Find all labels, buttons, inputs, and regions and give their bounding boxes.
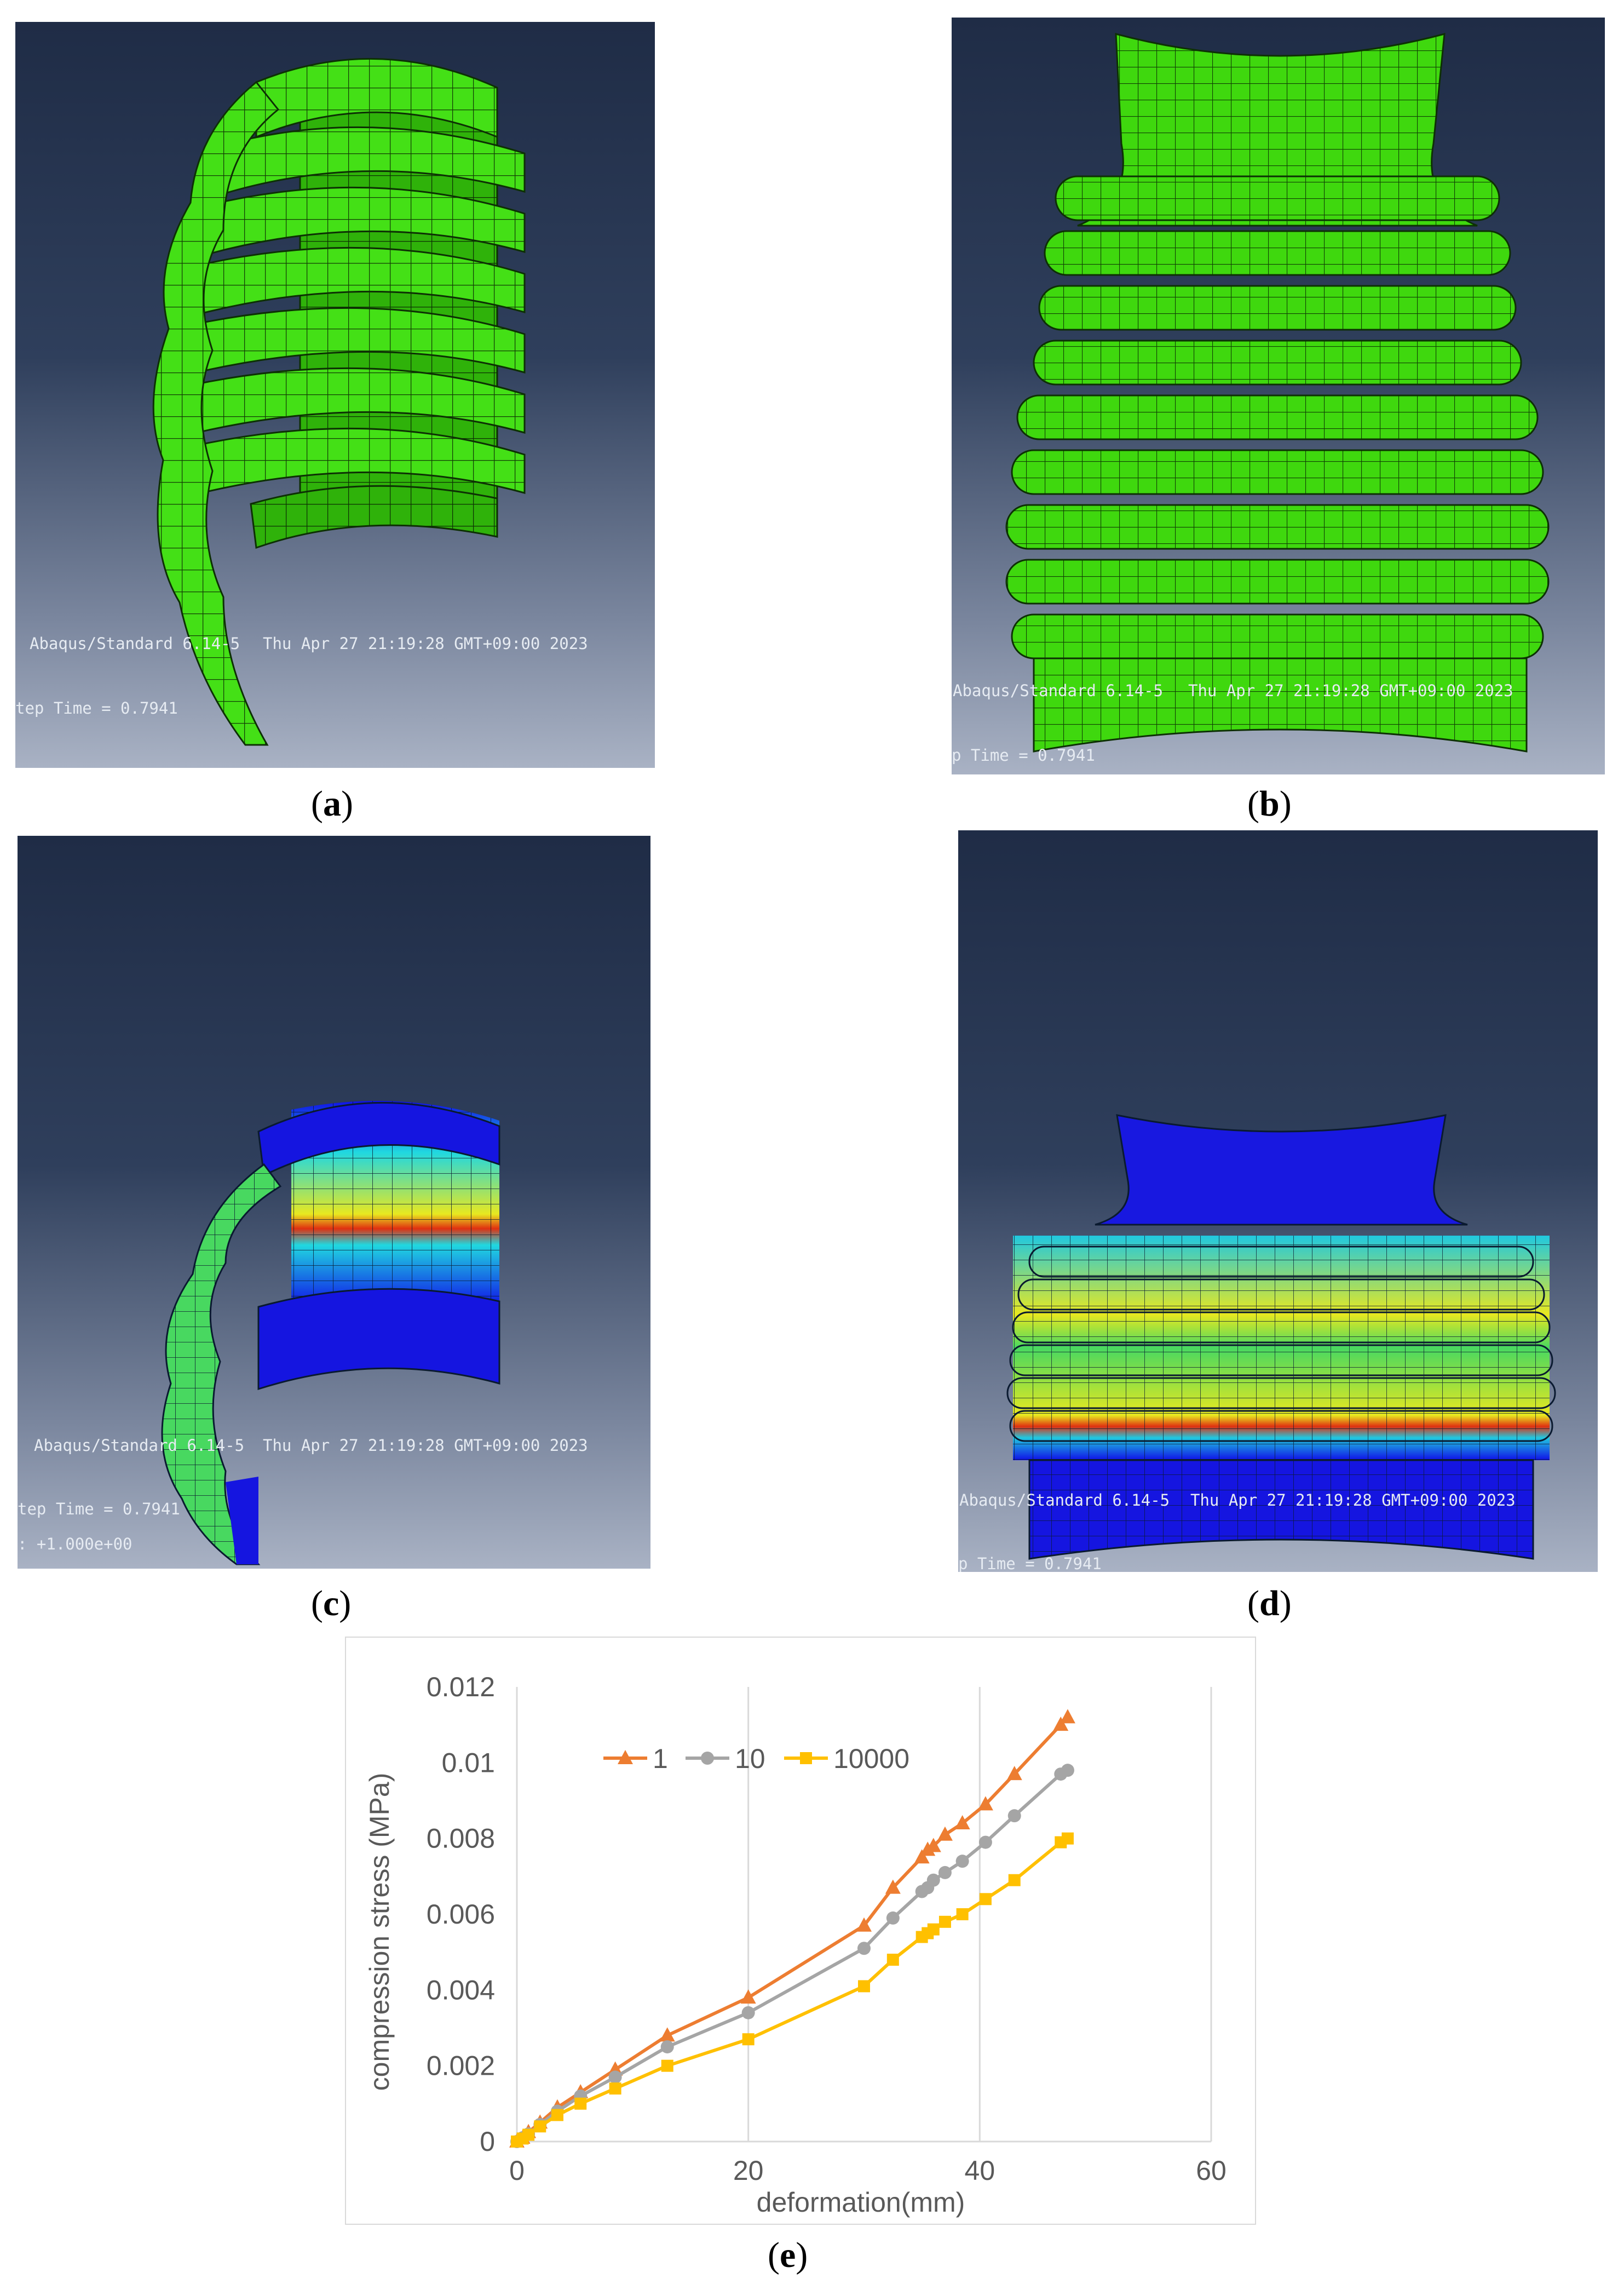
data-point-10 bbox=[660, 2040, 674, 2054]
data-point-10000 bbox=[886, 1954, 899, 1966]
legend-label-10: 10 bbox=[735, 1743, 765, 1774]
step-time-label: p Time = 0.7941 bbox=[952, 746, 1095, 765]
data-point-10000 bbox=[979, 1893, 992, 1905]
data-point-1 bbox=[856, 1917, 872, 1932]
x-tick-label: 40 bbox=[965, 2155, 995, 2186]
data-point-1 bbox=[659, 2027, 675, 2042]
caption-e: (e) bbox=[768, 2235, 808, 2275]
legend-marker-10 bbox=[701, 1752, 714, 1765]
data-point-10 bbox=[926, 1873, 940, 1887]
data-point-10 bbox=[857, 1942, 871, 1955]
bellows-mesh-cutaway-green bbox=[152, 58, 526, 746]
data-point-10000 bbox=[551, 2109, 563, 2121]
software-version-label: Abaqus/Standard 6.14-5 bbox=[30, 634, 240, 653]
x-tick-label: 60 bbox=[1196, 2155, 1227, 2186]
panel-c-render: Abaqus/Standard 6.14-5 Thu Apr 27 21:19:… bbox=[18, 836, 650, 1569]
data-point-10 bbox=[741, 2006, 755, 2019]
data-point-1 bbox=[937, 1826, 953, 1841]
x-tick-label: 20 bbox=[733, 2155, 764, 2186]
data-point-10000 bbox=[574, 2097, 587, 2110]
caption-c: (c) bbox=[311, 1583, 352, 1623]
data-point-10 bbox=[886, 1911, 900, 1925]
step-time-label: tep Time = 0.7941 bbox=[15, 699, 178, 718]
software-version-label: Abaqus/Standard 6.14-5 bbox=[34, 1436, 245, 1455]
legend-label-1: 1 bbox=[653, 1743, 668, 1774]
data-point-1 bbox=[914, 1849, 930, 1864]
data-point-10000 bbox=[1061, 1832, 1074, 1845]
data-point-10000 bbox=[534, 2120, 546, 2133]
panel-d-render: Abaqus/Standard 6.14-5 Thu Apr 27 21:19:… bbox=[958, 830, 1598, 1572]
step-time-label: tep Time = 0.7941 bbox=[18, 1500, 180, 1518]
y-tick-label: 0.012 bbox=[427, 1672, 495, 1702]
y-tick-label: 0.01 bbox=[442, 1747, 495, 1778]
data-point-1 bbox=[1060, 1709, 1075, 1724]
y-tick-label: 0.002 bbox=[427, 2051, 495, 2081]
data-point-10000 bbox=[661, 2059, 673, 2072]
caption-a: (a) bbox=[311, 784, 353, 824]
data-point-10000 bbox=[927, 1923, 940, 1936]
series-line-10 bbox=[516, 1769, 1069, 2143]
data-point-10 bbox=[1007, 1809, 1021, 1823]
data-point-10000 bbox=[858, 1980, 870, 1993]
data-point-10 bbox=[1061, 1764, 1074, 1777]
legend-marker-1 bbox=[618, 1750, 633, 1764]
data-point-10000 bbox=[742, 2033, 755, 2046]
y-tick-label: 0 bbox=[480, 2126, 495, 2157]
data-point-10 bbox=[608, 2070, 622, 2084]
caption-d: (d) bbox=[1247, 1583, 1292, 1623]
data-point-10000 bbox=[1008, 1874, 1021, 1886]
timestamp-label: Thu Apr 27 21:19:28 GMT+09:00 2023 bbox=[1190, 1491, 1516, 1509]
data-point-10000 bbox=[522, 2128, 535, 2141]
deformation-scale-label: : +1.000e+00 bbox=[18, 1535, 133, 1553]
data-point-10 bbox=[955, 1855, 969, 1868]
x-tick-label: 0 bbox=[509, 2155, 525, 2186]
legend-label-10000: 10000 bbox=[833, 1743, 909, 1774]
legend-marker-10000 bbox=[800, 1752, 812, 1764]
y-tick-label: 0.004 bbox=[427, 1974, 495, 2005]
caption-b: (b) bbox=[1247, 784, 1292, 824]
data-point-1 bbox=[1006, 1766, 1022, 1781]
bellows-mesh-front-green bbox=[1005, 32, 1550, 753]
timestamp-label: Thu Apr 27 21:19:28 GMT+09:00 2023 bbox=[263, 1436, 588, 1455]
data-point-1 bbox=[954, 1815, 970, 1829]
chart-frame: 0 20 40 60 0 0.002 0.004 0.006 0.008 0.01 0.012 1 1… bbox=[345, 1637, 1256, 2225]
data-point-10000 bbox=[956, 1908, 969, 1920]
bellows-stress-contour-front bbox=[1006, 1114, 1556, 1560]
y-axis-label: compression stress (MPa) bbox=[364, 1773, 395, 2091]
timestamp-label: Thu Apr 27 21:19:28 GMT+09:00 2023 bbox=[1188, 681, 1513, 700]
panel-a-render: Abaqus/Standard 6.14-5 Thu Apr 27 21:19:… bbox=[15, 22, 655, 768]
x-axis-label: deformation(mm) bbox=[757, 2187, 965, 2218]
step-time-label: p Time = 0.7941 bbox=[958, 1554, 1102, 1572]
data-point-1 bbox=[1053, 1717, 1069, 1731]
data-point-10 bbox=[978, 1835, 992, 1849]
compression-stress-chart: 0 20 40 60 0 0.002 0.004 0.006 0.008 0.01 0.012 1 1… bbox=[364, 1672, 1227, 2218]
y-tick-label: 0.006 bbox=[427, 1899, 495, 1930]
data-point-1 bbox=[740, 1989, 756, 2004]
y-tick-label: 0.008 bbox=[427, 1823, 495, 1854]
timestamp-label: Thu Apr 27 21:19:28 GMT+09:00 2023 bbox=[263, 634, 588, 653]
data-point-1 bbox=[925, 1838, 941, 1852]
panel-b-render: Abaqus/Standard 6.14-5 Thu Apr 27 21:19:… bbox=[952, 18, 1605, 774]
software-version-label: Abaqus/Standard 6.14-5 bbox=[953, 681, 1164, 700]
software-version-label: Abaqus/Standard 6.14-5 bbox=[959, 1491, 1170, 1509]
data-point-10000 bbox=[609, 2082, 621, 2095]
series-line-1 bbox=[516, 1716, 1069, 2143]
data-point-10000 bbox=[938, 1915, 951, 1928]
data-point-1 bbox=[977, 1796, 993, 1811]
data-point-1 bbox=[885, 1879, 901, 1894]
bellows-stress-contour-cutaway bbox=[161, 1101, 500, 1565]
data-point-10 bbox=[938, 1866, 952, 1879]
